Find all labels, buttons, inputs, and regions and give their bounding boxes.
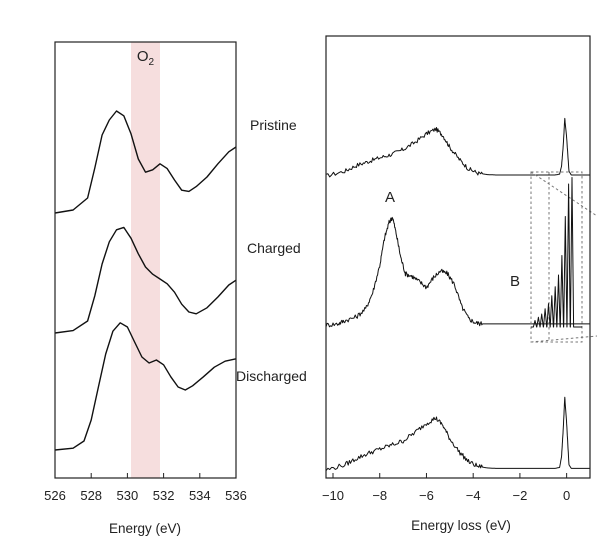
right-tick-label: −6 xyxy=(419,488,434,503)
right-tick-label: 0 xyxy=(563,488,570,503)
energy-loss-panel: −10 −8 −6 −4 −2 0 Energy loss (eV) A B xyxy=(322,35,597,533)
right-tick-label: −8 xyxy=(372,488,387,503)
left-x-ticks: 526 528 530 532 534 536 xyxy=(44,473,247,503)
left-tick-label: 530 xyxy=(117,488,139,503)
left-series-group xyxy=(54,110,237,451)
oxygen-k-edge-panel: O2 526 528 530 532 534 536 Energy (eV) xyxy=(44,41,247,536)
elastic-peak-inset xyxy=(530,171,597,343)
o2-label: O2 xyxy=(137,48,155,68)
left-x-axis-label: Energy (eV) xyxy=(109,521,181,536)
left-plot-frame xyxy=(54,41,237,479)
inset-peaks xyxy=(531,177,582,328)
o2-highlight-band xyxy=(131,42,160,478)
right-series-group xyxy=(325,117,590,472)
state-label-discharged: Discharged xyxy=(236,368,307,384)
left-tick-label: 536 xyxy=(225,488,247,503)
right-tick-label: −2 xyxy=(512,488,527,503)
inset-box xyxy=(530,171,583,343)
left-tick-label: 526 xyxy=(44,488,66,503)
left-series-discharged xyxy=(54,322,237,451)
right-plot-frame xyxy=(325,35,591,479)
state-label-pristine: Pristine xyxy=(250,117,297,133)
left-tick-label: 532 xyxy=(153,488,175,503)
right-tick-label: −10 xyxy=(322,488,344,503)
inset-zoom-line-top xyxy=(530,171,597,217)
left-series-pristine xyxy=(54,110,237,214)
left-tick-label: 528 xyxy=(80,488,102,503)
right-series-pristine xyxy=(325,117,590,178)
annotation-b: B xyxy=(510,273,520,290)
right-x-ticks: −10 −8 −6 −4 −2 0 xyxy=(322,473,570,503)
right-series-charged xyxy=(325,216,590,328)
right-tick-label: −4 xyxy=(466,488,481,503)
right-x-axis-label: Energy loss (eV) xyxy=(411,518,511,533)
state-label-charged: Charged xyxy=(247,240,301,256)
left-tick-label: 534 xyxy=(189,488,211,503)
inset-zoom-line-bottom xyxy=(530,335,597,343)
right-series-discharged xyxy=(325,396,590,472)
annotation-a: A xyxy=(385,189,395,206)
left-series-charged xyxy=(54,226,237,334)
